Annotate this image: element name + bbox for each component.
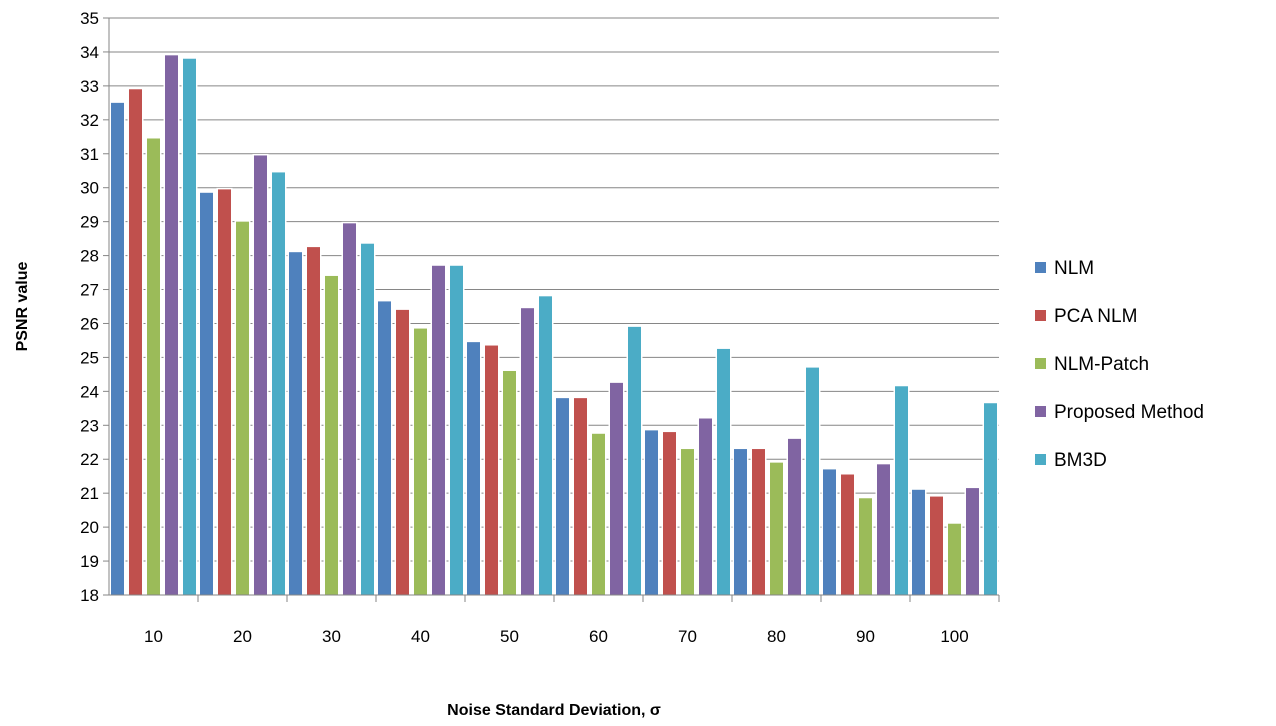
x-tick-labels: 10 20 30 40 50 60 70 80 90 100 [144, 595, 1000, 646]
x-tick-label: 20 [233, 627, 252, 646]
bar [503, 370, 516, 595]
y-axis-title: PSNR value [14, 261, 31, 351]
bar [450, 265, 463, 595]
legend-label: Proposed Method [1054, 402, 1204, 423]
bar [218, 189, 231, 595]
bar [165, 55, 178, 596]
bar [592, 433, 605, 595]
x-tick-label: 90 [856, 627, 875, 646]
bar [361, 243, 374, 596]
bar [734, 449, 747, 595]
bar [307, 247, 320, 595]
bar [325, 275, 338, 595]
y-tick-label: 33 [80, 77, 99, 96]
bar [343, 223, 356, 595]
bars [109, 53, 999, 596]
bar [539, 296, 552, 595]
bar [663, 432, 676, 595]
bar [859, 498, 872, 595]
bar [930, 496, 943, 595]
bar [699, 418, 712, 595]
legend-swatch [1035, 406, 1046, 417]
y-tick-label: 34 [80, 43, 99, 62]
bar [645, 430, 658, 595]
bar [183, 58, 196, 595]
bar [289, 252, 302, 595]
bar [485, 345, 498, 595]
legend-swatch [1035, 310, 1046, 321]
bar [912, 489, 925, 595]
bar [111, 102, 124, 596]
y-tick-label: 25 [80, 348, 99, 367]
legend-label: NLM-Patch [1054, 354, 1149, 375]
bar [272, 172, 285, 595]
bar [966, 488, 979, 595]
legend-label: NLM [1054, 258, 1094, 279]
bar [236, 221, 249, 595]
bar [556, 398, 569, 595]
y-tick-label: 31 [80, 145, 99, 164]
y-tick-label: 30 [80, 179, 99, 198]
y-tick-label: 21 [80, 484, 99, 503]
bar [788, 438, 801, 595]
bar [628, 326, 641, 595]
bar [948, 523, 961, 595]
bar [574, 398, 587, 595]
legend-label: BM3D [1054, 450, 1107, 471]
y-tick-label: 18 [80, 586, 99, 605]
y-tick-label: 32 [80, 111, 99, 130]
y-tick-label: 26 [80, 314, 99, 333]
x-tick-label: 10 [144, 627, 163, 646]
bar [129, 89, 142, 595]
bar [254, 155, 267, 595]
bar [681, 449, 694, 595]
y-tick-label: 27 [80, 281, 99, 300]
bar [147, 138, 160, 595]
bar [432, 265, 445, 595]
bar [877, 464, 890, 595]
x-tick-label: 70 [678, 627, 697, 646]
y-tick-label: 24 [80, 382, 99, 401]
x-tick-label: 80 [767, 627, 786, 646]
legend-swatch [1035, 454, 1046, 465]
y-tick-label: 35 [80, 9, 99, 28]
bar [984, 403, 997, 595]
bar [841, 474, 854, 595]
y-tick-label: 19 [80, 552, 99, 571]
bar [823, 469, 836, 595]
bar [717, 348, 730, 595]
bar [414, 328, 427, 595]
bar [895, 386, 908, 595]
y-tick-label: 28 [80, 247, 99, 266]
bar [396, 309, 409, 595]
y-tick-label: 22 [80, 450, 99, 469]
x-tick-label: 60 [589, 627, 608, 646]
y-tick-label: 23 [80, 416, 99, 435]
bar [200, 192, 213, 595]
bar [467, 342, 480, 595]
legend-label: PCA NLM [1054, 306, 1137, 327]
y-tick-labels: 18 19 20 21 22 23 24 25 26 27 28 29 30 31 32 33 34 35 [80, 9, 99, 605]
x-tick-label: 30 [322, 627, 341, 646]
bar [521, 308, 534, 595]
x-tick-label: 100 [940, 627, 968, 646]
x-tick-label: 50 [500, 627, 519, 646]
x-tick-label: 40 [411, 627, 430, 646]
legend: NLM PCA NLM NLM-Patch Proposed Method BM3D [1035, 258, 1204, 471]
bar [770, 462, 783, 595]
legend-swatch [1035, 358, 1046, 369]
legend-swatch [1035, 262, 1046, 273]
bar [752, 449, 765, 595]
bar [378, 301, 391, 595]
y-tick-label: 29 [80, 213, 99, 232]
bar [806, 367, 819, 595]
x-axis-title: Noise Standard Deviation, σ [447, 702, 661, 719]
bar [610, 382, 623, 595]
y-tick-label: 20 [80, 518, 99, 537]
